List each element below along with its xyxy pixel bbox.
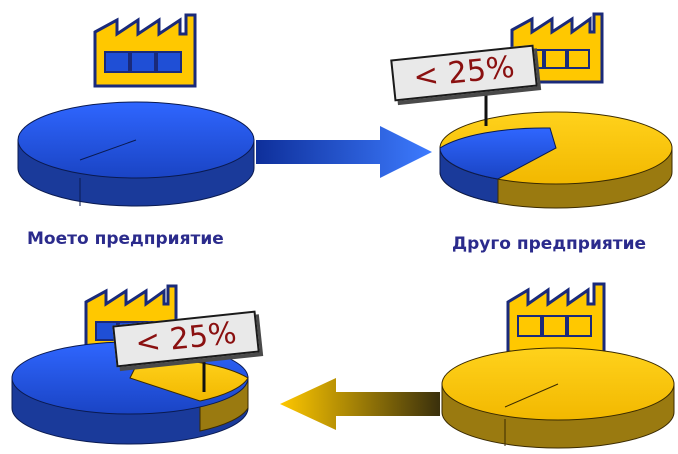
other-enterprise-label: Друго предприятие bbox=[452, 234, 647, 254]
pie-chart-mine bbox=[17, 101, 255, 207]
pie-chart-mine-after bbox=[11, 341, 249, 445]
my-enterprise-label: Моето предприятие bbox=[27, 229, 224, 249]
pie-chart-other bbox=[439, 111, 673, 209]
factory-icon bbox=[506, 282, 606, 354]
factory-icon bbox=[93, 13, 197, 88]
arrow-right-icon bbox=[256, 126, 432, 178]
arrow-left-icon bbox=[280, 378, 440, 430]
pie-chart-other-after bbox=[441, 347, 675, 449]
